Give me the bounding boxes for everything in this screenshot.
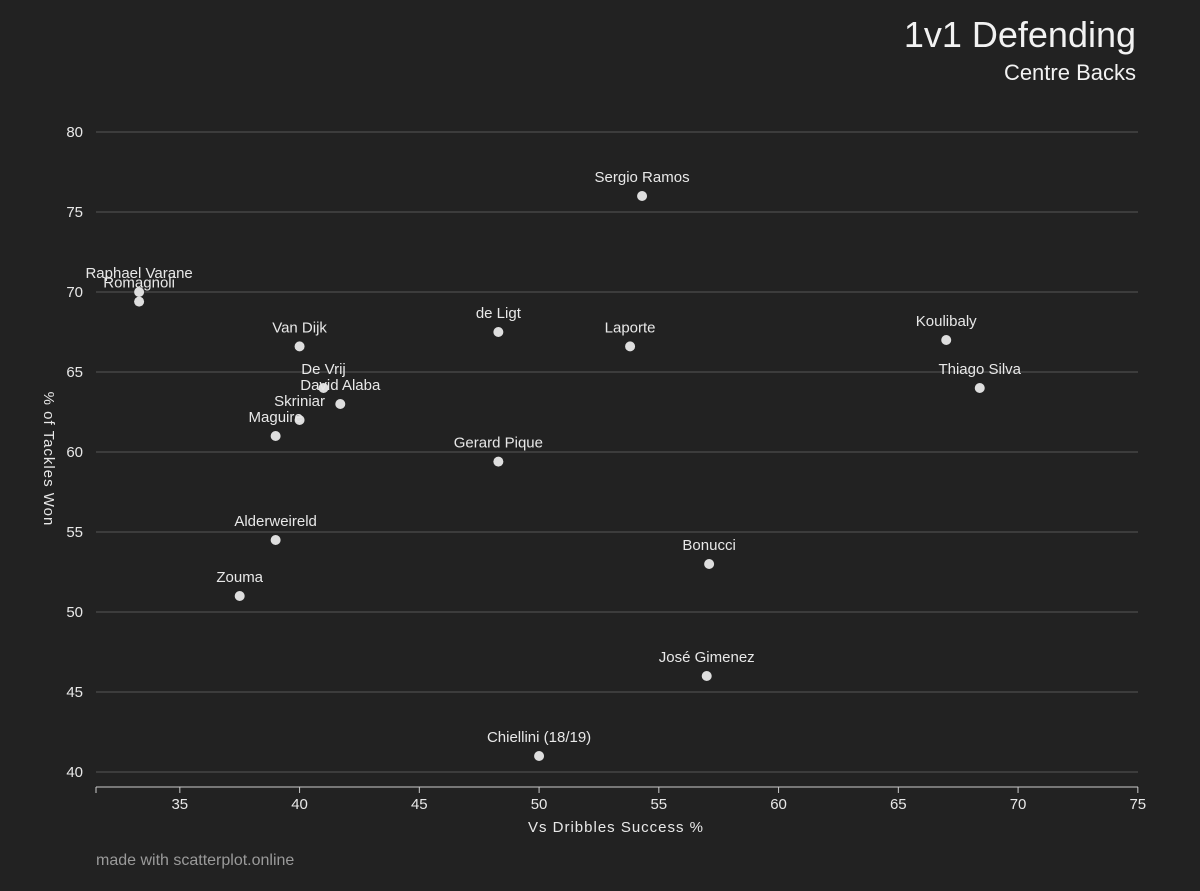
data-point[interactable] xyxy=(270,535,281,545)
credit-text: made with scatterplot.online xyxy=(96,852,295,869)
point-label: Alderweireld xyxy=(234,513,317,530)
data-point[interactable] xyxy=(704,559,715,569)
point-label: Bonucci xyxy=(682,537,735,554)
grid-lines xyxy=(96,131,1138,773)
data-point[interactable] xyxy=(234,591,245,601)
data-point[interactable] xyxy=(701,671,712,681)
point-label: de Ligt xyxy=(476,305,522,322)
y-axis-title: % of Tackles Won xyxy=(40,392,57,527)
point-label: Maguire xyxy=(249,409,303,426)
point-label: Laporte xyxy=(605,319,656,336)
data-points xyxy=(134,191,985,761)
point-label: Raphael Varane xyxy=(85,265,192,282)
point-label: Gerard Pique xyxy=(454,435,543,452)
y-tick-label: 60 xyxy=(66,444,83,461)
data-point[interactable] xyxy=(294,415,305,425)
data-point[interactable] xyxy=(493,456,504,467)
data-point[interactable] xyxy=(941,335,952,345)
point-label: De Vrij xyxy=(301,361,345,378)
y-tick-label: 70 xyxy=(66,284,83,301)
data-point[interactable] xyxy=(335,399,346,409)
point-label: David Alaba xyxy=(300,377,381,394)
x-tick-label: 70 xyxy=(1010,796,1027,813)
point-label: José Gimenez xyxy=(659,649,755,666)
data-point[interactable] xyxy=(493,327,504,337)
data-point[interactable] xyxy=(318,383,329,393)
data-point[interactable] xyxy=(294,341,305,352)
data-point[interactable] xyxy=(134,287,145,297)
y-tick-label: 55 xyxy=(66,524,83,541)
data-point[interactable] xyxy=(625,341,636,352)
point-label: Van Dijk xyxy=(272,319,327,336)
y-tick-label: 40 xyxy=(66,764,83,781)
y-tick-label: 80 xyxy=(66,124,83,141)
point-label: Sergio Ramos xyxy=(595,169,690,186)
x-tick-label: 40 xyxy=(291,796,308,813)
point-label: Skriniar xyxy=(274,393,325,410)
y-tick-label: 75 xyxy=(66,204,83,221)
point-label: Romagnoli xyxy=(103,275,175,292)
point-label: Koulibaly xyxy=(916,313,977,330)
point-label: Chiellini (18/19) xyxy=(487,729,591,746)
x-tick-label: 35 xyxy=(171,796,188,813)
data-point[interactable] xyxy=(270,431,281,441)
data-point[interactable] xyxy=(534,751,545,761)
x-tick-label: 45 xyxy=(411,796,428,813)
data-point[interactable] xyxy=(637,191,648,201)
x-tick-label: 75 xyxy=(1129,796,1146,813)
x-tick-label: 60 xyxy=(770,796,787,813)
x-tick-label: 65 xyxy=(890,796,907,813)
x-tick-label: 55 xyxy=(650,796,667,813)
y-tick-label: 45 xyxy=(66,684,83,701)
chart-subtitle: Centre Backs xyxy=(1003,60,1136,85)
x-tick-label: 50 xyxy=(531,796,548,813)
y-tick-label: 50 xyxy=(66,604,83,621)
data-point[interactable] xyxy=(974,383,985,393)
data-point[interactable] xyxy=(134,296,145,307)
x-axis-title: Vs Dribbles Success % xyxy=(528,819,704,836)
y-tick-label: 65 xyxy=(66,364,83,381)
chart-title: 1v1 Defending xyxy=(903,14,1136,55)
point-label: Thiago Silva xyxy=(938,361,1021,378)
axes: 40 45 50 55 60 65 70 75 80 35 40 45 50 55 60 65 70 75 Vs D… xyxy=(40,124,1146,836)
point-label: Zouma xyxy=(216,569,263,586)
